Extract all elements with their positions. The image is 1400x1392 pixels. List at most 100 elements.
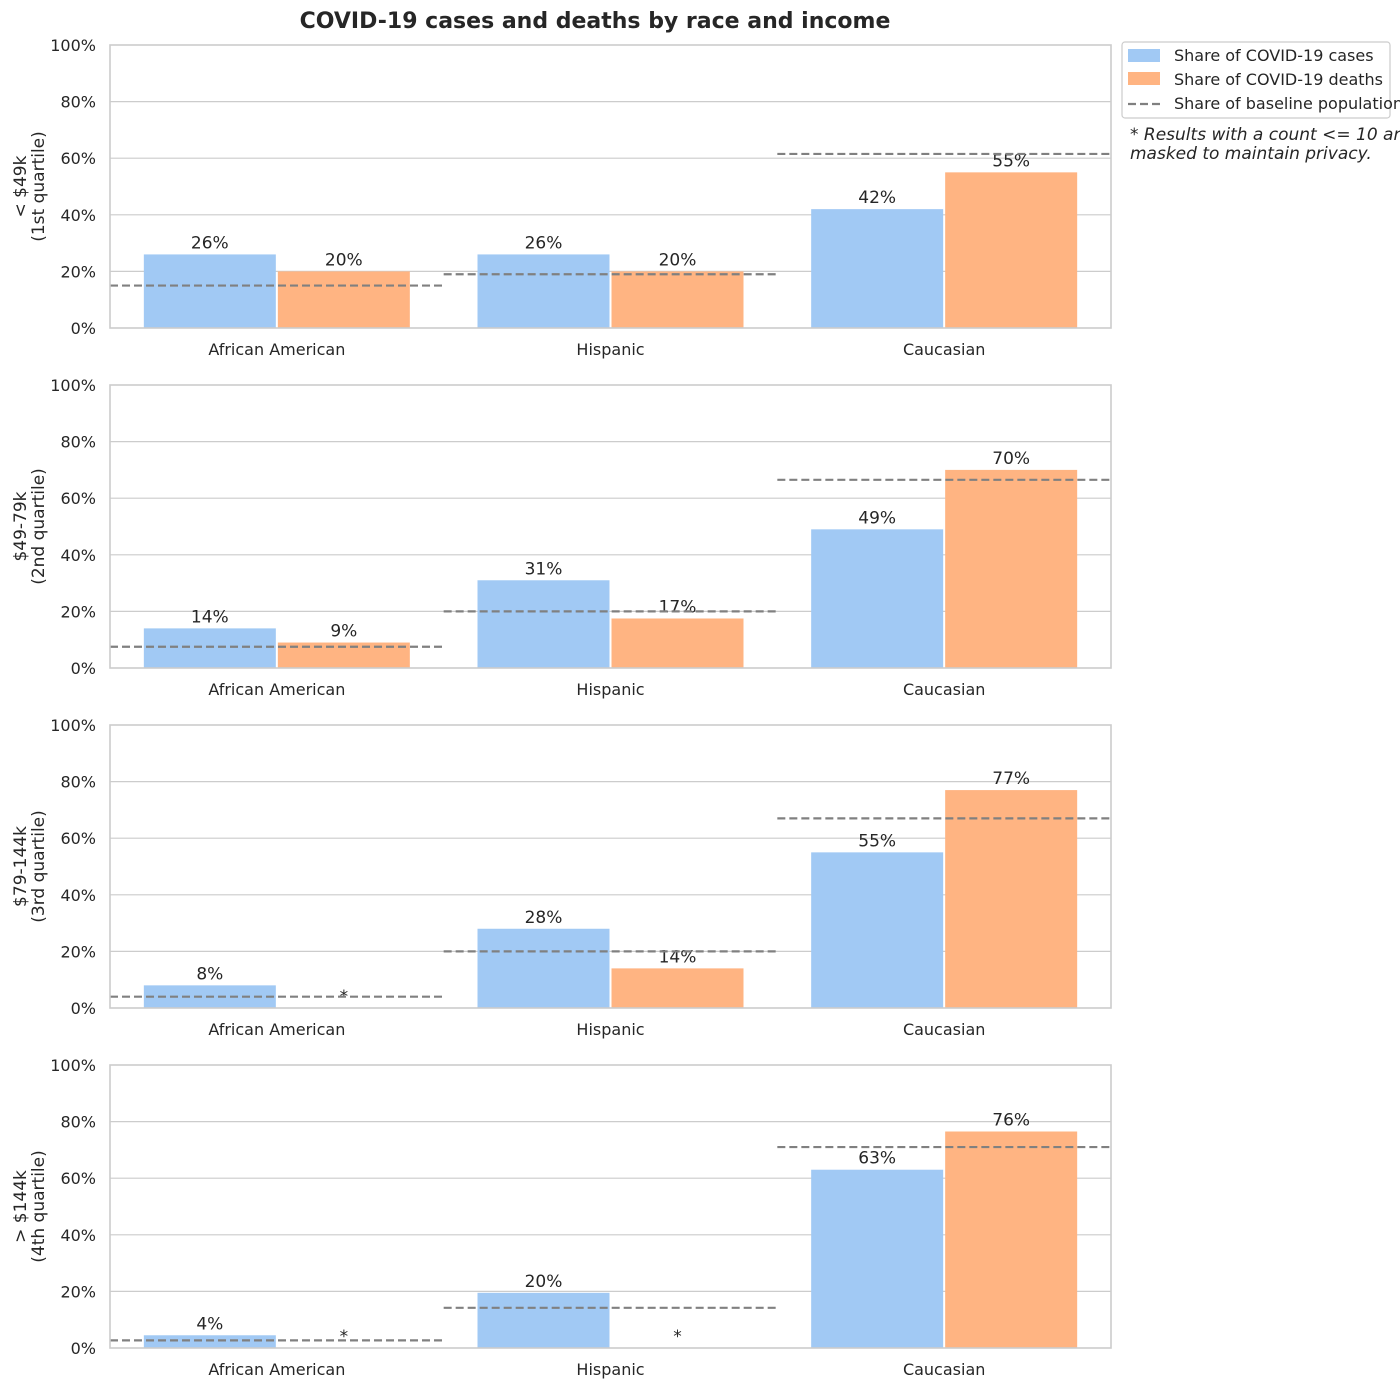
bar-cases [477,254,610,328]
bar-cases [477,928,610,1008]
bar-label-cases: 8% [196,964,223,984]
y-tick-label: 40% [60,546,96,565]
bar-label-cases: 4% [196,1314,223,1334]
bar-label-cases: 31% [525,559,563,579]
bar-label-deaths: * [673,1327,682,1347]
y-tick-label: 100% [50,1056,96,1075]
bar-label-cases: 14% [191,607,229,627]
bar-label-deaths: 77% [992,769,1030,789]
y-axis-label: $79-144k(3rd quartile) [11,810,49,923]
bar-label-deaths: 70% [992,449,1030,469]
panel-frame [109,44,1112,329]
bar-deaths [277,271,410,328]
y-tick-label: 100% [50,716,96,735]
bar-label-cases: 49% [858,508,896,528]
y-tick-label: 0% [71,999,96,1018]
bar-cases [143,628,276,668]
y-axis-label-line: > $144k [11,1170,31,1243]
legend-box [1121,41,1391,119]
y-tick-label: 100% [50,36,96,55]
y-tick-label: 20% [60,602,96,621]
legend-label-baseline: Share of baseline population [1174,94,1400,113]
bar-label-deaths: 17% [659,597,697,617]
x-tick-label: African American [208,1360,345,1379]
y-tick-label: 20% [60,1282,96,1301]
y-axis-label-line: $49-79k [11,491,31,561]
y-tick-label: 100% [50,376,96,395]
x-tick-label: Hispanic [576,1020,644,1039]
x-tick-label: Hispanic [576,1360,644,1379]
bar-cases [811,852,944,1008]
y-tick-label: 40% [60,886,96,905]
x-tick-label: African American [208,1020,345,1039]
x-tick-label: Hispanic [576,340,644,359]
x-tick-label: African American [208,680,345,699]
y-axis-label-line: (2nd quartile) [29,468,49,585]
privacy-note-line: * Results with a count <= 10 are [1130,125,1400,145]
bar-label-deaths: 20% [325,250,363,270]
y-tick-label: 60% [60,1169,96,1188]
y-tick-label: 80% [60,773,96,792]
y-axis-label: < $49k(1st quartile) [11,131,49,242]
y-axis-label: $49-79k(2nd quartile) [11,468,49,585]
bar-deaths [945,790,1078,1008]
y-axis-label: > $144k(4th quartile) [11,1150,49,1262]
bar-label-deaths: * [340,1327,349,1347]
bar-deaths [945,172,1078,328]
bar-deaths [611,271,744,328]
bar-cases [477,580,610,668]
x-tick-label: Caucasian [903,680,985,699]
bar-label-deaths: 76% [992,1111,1030,1131]
y-axis-label-line: < $49k [11,155,31,217]
bar-deaths [611,618,744,668]
y-tick-label: 80% [60,1113,96,1132]
bar-deaths [945,1131,1078,1348]
panel-frame [109,384,1112,669]
y-tick-label: 60% [60,149,96,168]
bar-cases [811,1169,944,1348]
bar-label-deaths: 20% [659,250,697,270]
y-axis-label-line: $79-144k [11,826,31,907]
legend-label-cases: Share of COVID-19 cases [1174,46,1374,65]
chart-title: COVID-19 cases and deaths by race and in… [300,9,891,34]
bar-cases [477,1292,610,1348]
bar-label-cases: 63% [858,1149,896,1169]
bar-label-cases: 26% [525,233,563,253]
y-tick-label: 40% [60,1226,96,1245]
y-tick-label: 20% [60,942,96,961]
bar-cases [811,529,944,668]
y-tick-label: 0% [71,659,96,678]
y-tick-label: 40% [60,206,96,225]
bar-deaths [945,469,1078,668]
x-tick-label: Hispanic [576,680,644,699]
y-tick-label: 20% [60,262,96,281]
bar-label-cases: 26% [191,233,229,253]
bar-deaths [611,968,744,1008]
y-tick-label: 80% [60,433,96,452]
panel-frame [109,1064,1112,1349]
x-tick-label: Caucasian [903,340,985,359]
bar-cases [811,209,944,328]
y-tick-label: 60% [60,829,96,848]
bar-label-cases: 55% [858,831,896,851]
bar-cases [143,1335,276,1348]
y-axis-label-line: (4th quartile) [29,1150,49,1262]
bar-label-cases: 42% [858,188,896,208]
bar-label-deaths: 55% [992,151,1030,171]
x-tick-label: African American [208,340,345,359]
y-tick-label: 0% [71,319,96,338]
x-tick-label: Caucasian [903,1020,985,1039]
privacy-note-line: masked to maintain privacy. [1130,144,1372,164]
bar-cases [143,254,276,328]
bar-label-deaths: 9% [330,622,357,642]
bar-label-cases: 28% [525,908,563,928]
y-axis-label-line: (1st quartile) [29,131,49,242]
bar-label-cases: 20% [525,1272,563,1292]
y-axis-label-line: (3rd quartile) [29,810,49,923]
panel-frame [109,724,1112,1009]
y-tick-label: 80% [60,93,96,112]
legend-swatch-cases [1128,49,1160,62]
legend-swatch-deaths [1128,72,1160,85]
